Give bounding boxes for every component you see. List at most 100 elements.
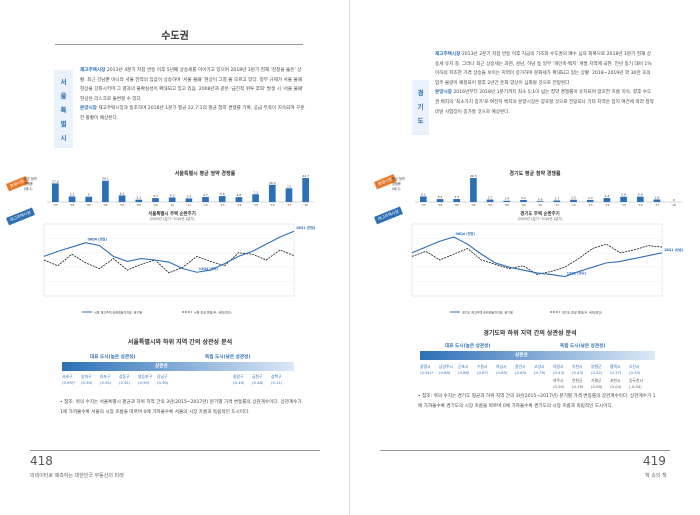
corr-cell: (0.09)	[591, 384, 603, 389]
bar-category-label: '14	[605, 203, 610, 207]
bar	[570, 199, 577, 202]
corr-cell: (0.89)	[439, 370, 451, 375]
bar-value-label: 16.3	[269, 181, 276, 185]
bar	[185, 198, 193, 202]
bar-value-label: 3.4	[186, 194, 191, 198]
corr-cell: (0.37)	[610, 370, 622, 375]
corr-cell: (0.83)	[496, 370, 508, 375]
cycle-point-label: 06Q4 (천정)	[456, 231, 476, 236]
supply-series-line	[43, 249, 295, 274]
bar-value-label: 5.2	[70, 193, 75, 197]
corr-cell: (0.91)*	[420, 370, 434, 375]
right-corr-gradient-bar	[420, 351, 655, 360]
line-chart-subtitle: (2003년 1분기~2018년 1분기)	[149, 216, 194, 221]
left-note: • 참조: 위의 수치는 서울특별시 평균과 하위 지역 간의 3년(2015~…	[60, 400, 302, 415]
corr-cell	[420, 384, 435, 389]
bar-value-label: 5.8	[621, 193, 626, 197]
bar-ylabel: 평균 청약	[24, 176, 37, 181]
corr-cell: 의왕시	[553, 364, 564, 369]
bar-value-label: 6.2	[120, 191, 125, 195]
corr-cell: (0.04)	[610, 384, 622, 389]
bar-value-label: 13	[287, 184, 291, 188]
left-corr-gradient-bar	[62, 362, 294, 371]
bar-value-label: 3.2	[438, 195, 443, 199]
bar	[235, 197, 243, 202]
corr-cell: 서초구	[62, 374, 73, 379]
line-chart-subtitle: (2003년 1분기~2018년 1분기)	[517, 216, 562, 221]
left-corr-title: 서울특별시와 하위 지역 간의 상관성 분석	[127, 339, 233, 346]
bar-ylabel: 경쟁률	[392, 181, 401, 186]
corr-cell	[515, 384, 530, 389]
bar-category-label: '06	[471, 203, 476, 207]
legend-label-cycle: 경기도 재고주택 순환변동치지표, 분기별	[462, 310, 513, 315]
bar-category-label: '10	[538, 203, 543, 207]
bar-value-label: 5.9	[638, 193, 643, 197]
bar-value-label: 2.8	[655, 195, 660, 199]
right-corr-title: 경기도와 하위 지역 간의 상관성 분석	[483, 330, 577, 337]
corr-cell: (0.90)	[138, 380, 150, 385]
bar	[268, 184, 276, 202]
bar-category-label: '15	[253, 203, 258, 207]
bar-value-label: 5	[88, 193, 90, 197]
bar-category-label: '08	[136, 203, 141, 207]
corr-cell: 성동구	[119, 374, 130, 379]
cycle-point-label: 06Q4 (천정)	[88, 237, 108, 242]
bar-category-label: '04	[438, 203, 443, 207]
plot-frame	[411, 223, 663, 297]
cycle-point-label: 13Q2 (바닥)	[567, 271, 587, 276]
right-line-chart: 경기도 주택 순환주기(2003년 1분기~2018년 1분기) 06Q4 (천정…	[411, 210, 684, 315]
bar-category-label: '08	[504, 203, 509, 207]
bar-value-label: 4.7	[203, 193, 208, 197]
corr-cell	[477, 384, 492, 389]
corr-cell: (0.90)	[157, 380, 169, 385]
right-footer: 책 속의 책	[645, 473, 667, 479]
corr-cell: 마포구	[100, 374, 111, 379]
bar-category-label: '10	[170, 203, 175, 207]
bar-category-label: '17	[655, 203, 660, 207]
bar	[85, 196, 93, 202]
corr-cell: (0.19)	[572, 384, 584, 389]
right-corr-regions: 광명시 남양주시 군포시 수원시 하남시 용인시 고양시 의왕시 이천시 양평군 평택시 오산시	[420, 364, 644, 370]
right-page-number: 419	[643, 454, 666, 468]
corr-cell: 용인시	[515, 364, 526, 369]
bar-value-label: 3.7	[153, 194, 158, 198]
cycle-series-line	[43, 230, 295, 273]
corr-cell: 이천시	[572, 364, 583, 369]
corr-cell: 광명시	[420, 364, 431, 369]
corr-cell	[439, 384, 454, 389]
bar-value-label: 0	[673, 198, 675, 202]
legend-label-supply: 경기도 준공 물량(우, 세대/연간)	[562, 310, 602, 315]
bar-category-label: '05	[86, 203, 91, 207]
bar-category-label: '11	[555, 203, 560, 207]
left-corr-left-caption: 대표 도시(높은 상관성)	[90, 355, 136, 360]
bar	[135, 199, 143, 202]
right-corr-left-caption: 대표 도시(높은 상관성)	[445, 344, 491, 349]
corr-cell: 가평군	[591, 378, 602, 383]
corr-cell: (0.11)	[271, 380, 283, 385]
corr-cell	[534, 384, 549, 389]
corr-cell	[214, 380, 229, 385]
bar-value-label: 2.2	[521, 196, 526, 200]
corr-cell: (0.87)	[477, 370, 489, 375]
bar	[168, 197, 176, 202]
bar-value-label: 0.8	[538, 197, 543, 201]
left-corr-right-caption: 독립 도시(낮은 상관성)	[205, 355, 251, 360]
left-corr-values: (0.95)* (0.94) (0.91) (0.91) (0.90) (0.90) (0.…	[62, 380, 286, 385]
corr-cell: 평택시	[610, 364, 621, 369]
corr-cell: 하남시	[496, 364, 507, 369]
bar-category-label: '16	[638, 203, 643, 207]
bar-category-label: '03	[421, 203, 426, 207]
bar	[520, 200, 527, 202]
bar-value-label: 22.7	[302, 174, 309, 178]
corr-cell: 연천군	[572, 378, 583, 383]
bar-ylabel: 경쟁률	[24, 181, 33, 186]
corr-cell: 성북구	[271, 374, 282, 379]
corr-cell: 양평군	[591, 364, 602, 369]
bar	[553, 200, 561, 202]
corr-cell: 중랑구	[233, 374, 244, 379]
corr-cell: (0.95)*	[62, 380, 76, 385]
bar	[420, 196, 427, 202]
